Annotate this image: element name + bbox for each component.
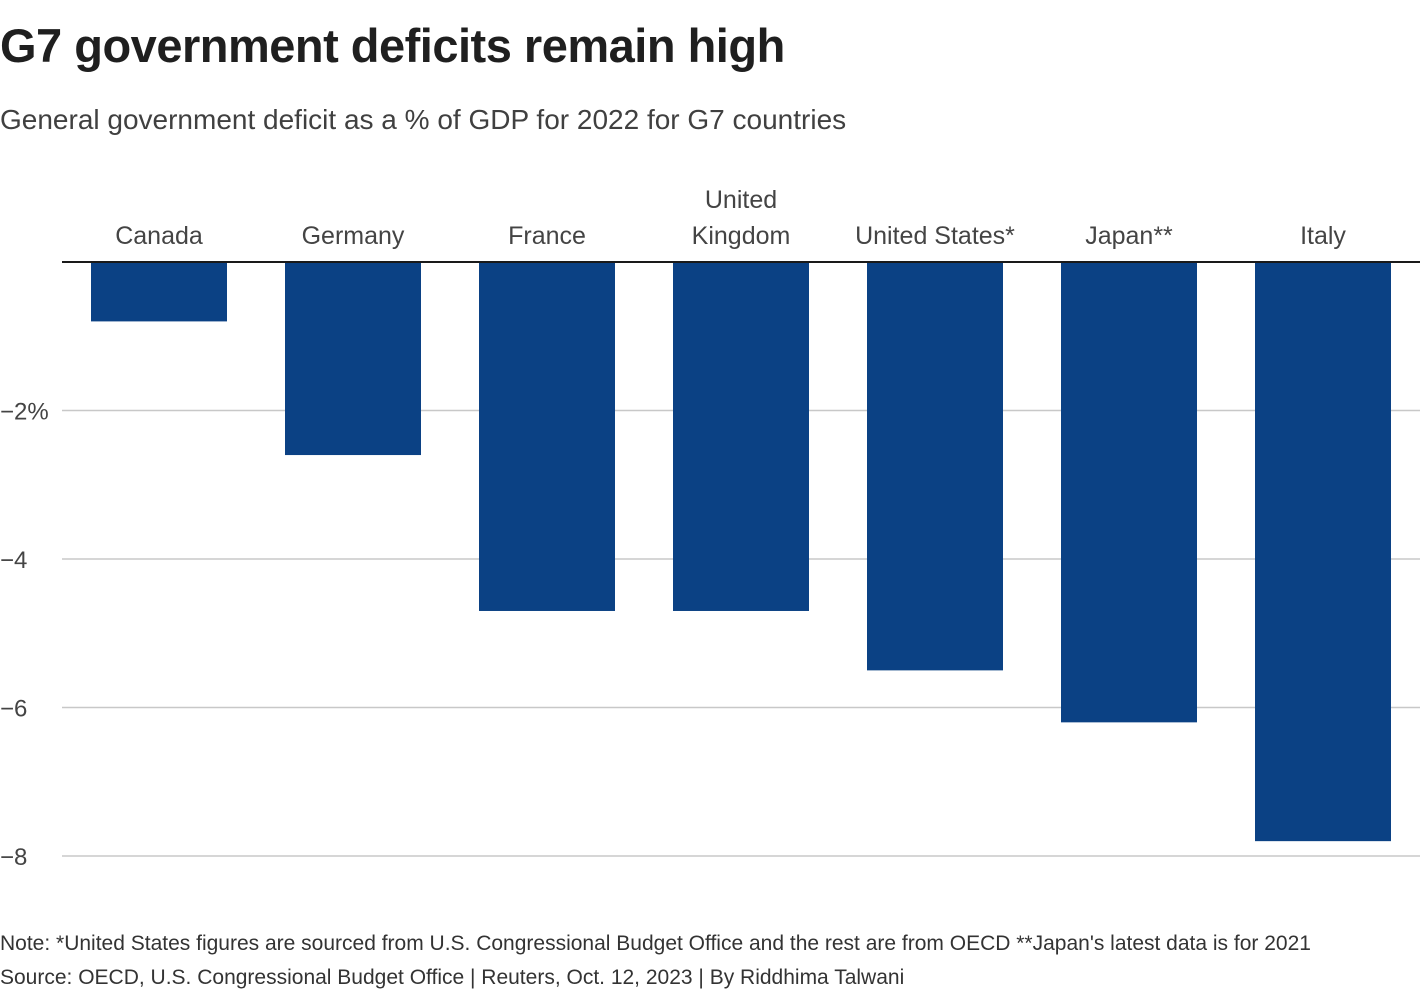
y-axis-tick-labels: −2% −4 −6 −8	[0, 399, 49, 872]
category-labels: Canada Germany France United Kingdom United S…	[115, 186, 1346, 250]
bar	[673, 262, 809, 611]
chart-subtitle: General government deficit as a % of GDP…	[0, 104, 847, 135]
y-tick-label: −4	[0, 547, 27, 574]
deficit-bar-chart: −2% −4 −6 −8 Canada Germany France United Kingd…	[0, 186, 1420, 872]
bar	[479, 262, 615, 611]
bar	[285, 262, 421, 456]
bars	[91, 262, 1391, 842]
bar	[91, 262, 227, 322]
category-label: Canada	[115, 222, 203, 250]
bar	[1255, 262, 1391, 842]
category-label: France	[508, 222, 586, 250]
chart-source: Source: OECD, U.S. Congressional Budget …	[0, 966, 905, 989]
bar	[1061, 262, 1197, 723]
bar	[867, 262, 1003, 671]
category-label: Japan**	[1085, 222, 1173, 250]
chart-title: G7 government deficits remain high	[0, 19, 785, 72]
category-label: United	[705, 186, 777, 214]
y-tick-label: −8	[0, 844, 27, 871]
y-tick-label: −2%	[0, 399, 49, 426]
y-tick-label: −6	[0, 696, 27, 723]
category-label: United States*	[855, 222, 1015, 250]
category-label: Germany	[302, 222, 405, 250]
chart-note: Note: *United States figures are sourced…	[0, 932, 1311, 955]
category-label: Kingdom	[692, 222, 791, 250]
category-label: Italy	[1300, 222, 1346, 250]
